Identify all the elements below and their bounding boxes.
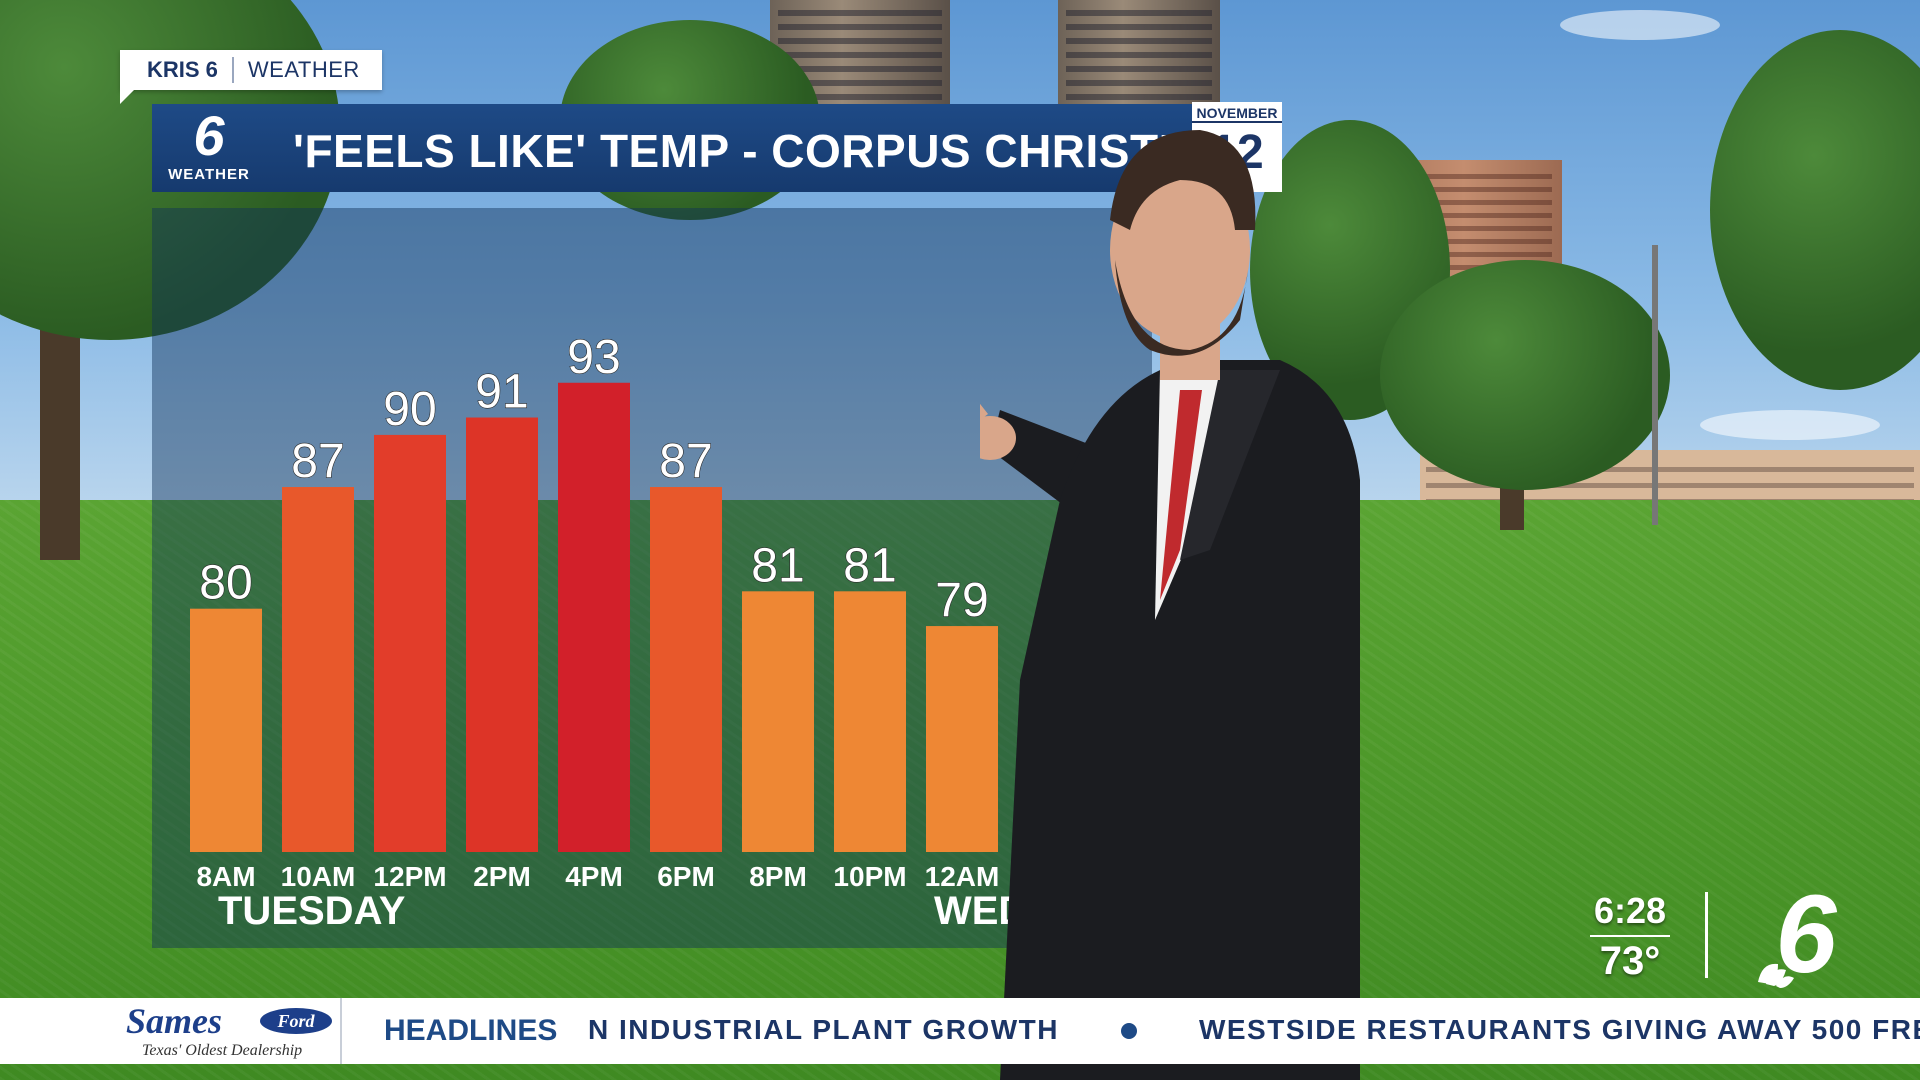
value-label: 79 xyxy=(935,574,988,627)
value-label: 81 xyxy=(843,539,896,592)
x-tick-label: 8AM xyxy=(196,861,255,892)
current-temperature: 73° xyxy=(1599,939,1661,983)
x-tick-label: 10AM xyxy=(281,861,356,892)
x-tick-label: 8PM xyxy=(749,861,807,892)
value-label: 80 xyxy=(199,557,252,610)
bar-10pm xyxy=(834,591,906,852)
title-bar xyxy=(152,104,1192,192)
bar-12pm xyxy=(374,434,446,852)
corner-logo-number: 6 xyxy=(1775,873,1837,990)
station-corner-logo: 6 xyxy=(1758,873,1837,990)
bar-8am xyxy=(190,608,262,852)
presenter xyxy=(980,130,1360,1080)
sponsor-name: Sames xyxy=(126,1001,223,1041)
ticker-headline: WESTSIDE RESTAURANTS GIVING AWAY 500 FRE… xyxy=(1198,1014,1920,1045)
bar-8pm xyxy=(742,591,814,852)
ticker-label: HEADLINES xyxy=(384,1014,558,1047)
station-name: KRIS 6 xyxy=(147,57,218,82)
tree xyxy=(1710,30,1920,390)
value-label: 93 xyxy=(567,331,620,384)
street-lamp xyxy=(1652,245,1658,525)
x-tick-label: 12PM xyxy=(373,861,446,892)
value-label: 90 xyxy=(383,383,436,436)
bar-12am xyxy=(926,626,998,852)
ticker-headline: N INDUSTRIAL PLANT GROWTH xyxy=(588,1014,1059,1045)
cloud xyxy=(1700,410,1880,440)
ticker-track: N INDUSTRIAL PLANT GROWTH WESTSIDE RESTAU… xyxy=(588,998,1920,1064)
sponsor-logo: Sames Ford Texas' Oldest Dealership xyxy=(120,998,342,1064)
value-label: 91 xyxy=(475,366,528,419)
chart-title: 'FEELS LIKE' TEMP - CORPUS CHRISTI xyxy=(293,125,1172,177)
logo-number: 6 xyxy=(193,104,225,167)
sponsor-partner-badge: Ford xyxy=(260,1008,332,1034)
tag-divider xyxy=(231,57,234,83)
bullet-icon xyxy=(1120,1022,1137,1039)
office-tower xyxy=(1058,0,1220,110)
weather-logo: 6 WEATHER xyxy=(152,104,266,192)
feels-like-chart: 80 8AM 87 10AM 90 12PM 91 2PM 93 4PM 87 6PM 81 8PM 81 1… xyxy=(190,330,1152,933)
day-label: TUESDAY xyxy=(218,889,406,933)
sponsor-tagline: Texas' Oldest Dealership xyxy=(142,1042,303,1059)
cloud xyxy=(1560,10,1720,40)
peacock-icon xyxy=(1758,963,1794,988)
x-tick-label: 12AM xyxy=(925,861,1000,892)
bar-2pm xyxy=(466,417,538,852)
bar-10am xyxy=(282,487,354,852)
value-label: 87 xyxy=(659,435,712,488)
value-label: 87 xyxy=(291,435,344,488)
x-tick-label: 6PM xyxy=(657,861,715,892)
clock-widget: 6:28 73° xyxy=(1590,890,1670,984)
clock-divider xyxy=(1705,892,1708,978)
date-month: NOVEMBER xyxy=(1192,102,1282,123)
bar-4pm xyxy=(558,382,630,852)
value-label: 81 xyxy=(751,539,804,592)
x-tick-label: 2PM xyxy=(473,861,531,892)
bar-6pm xyxy=(650,487,722,852)
current-time: 6:28 xyxy=(1590,890,1670,937)
tree xyxy=(1380,260,1670,490)
logo-caption: WEATHER xyxy=(168,166,250,183)
station-tag: KRIS 6 WEATHER xyxy=(120,50,382,90)
x-tick-label: 4PM xyxy=(565,861,623,892)
section-name: WEATHER xyxy=(247,57,360,82)
x-tick-label: 10PM xyxy=(833,861,906,892)
